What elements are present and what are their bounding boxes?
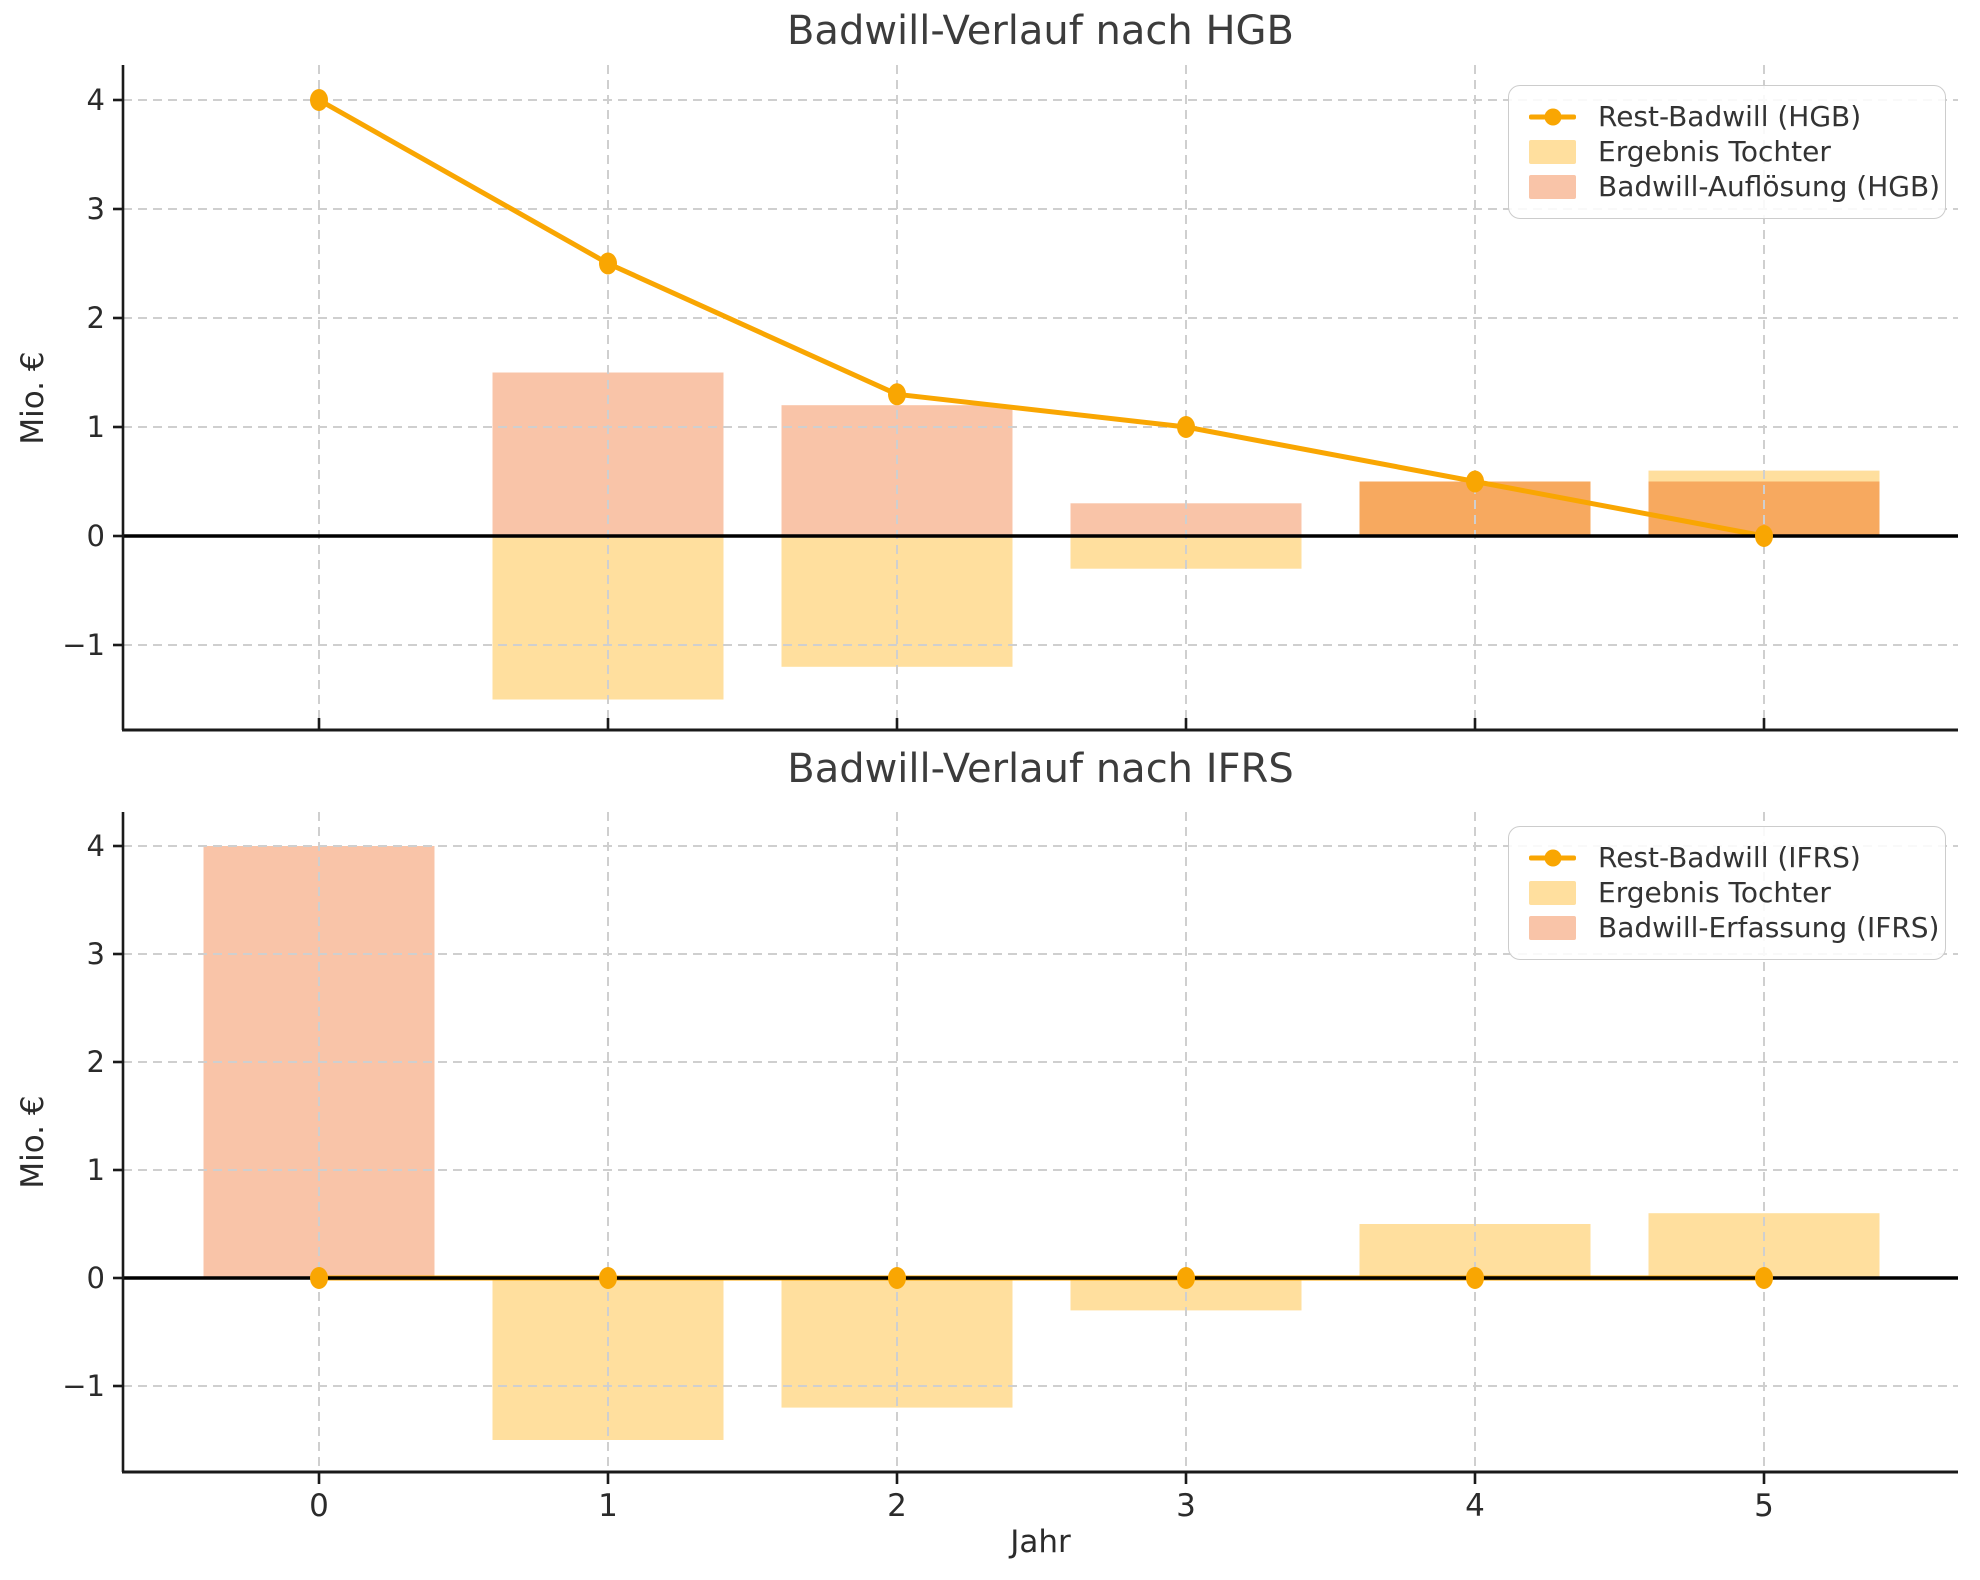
- line-marker-swatch: [1529, 104, 1576, 130]
- data-point-marker: [1755, 1267, 1773, 1289]
- x-tick-label: 2: [887, 1488, 907, 1524]
- y-tick-label: 3: [87, 937, 105, 971]
- data-line-Rest-Badwill (HGB): [316, 97, 1767, 539]
- chart-title-ifrs: Badwill-Verlauf nach IFRS: [787, 746, 1294, 792]
- y-tick-label: 0: [87, 519, 105, 553]
- legend-patch-icon: [1529, 140, 1576, 164]
- y-tick-label: 1: [87, 1153, 105, 1187]
- legend-entry-badwill-erfassung: Badwill-Erfassung (IFRS): [1529, 911, 1939, 945]
- legend-entry-rest-badwill-hgb: Rest-Badwill (HGB): [1529, 100, 1925, 134]
- x-tick-label: 5: [1754, 1488, 1774, 1524]
- x-tick-label: 3: [1176, 1488, 1196, 1524]
- legend-dot-icon: [1544, 849, 1561, 867]
- y-tick-label: −1: [62, 628, 105, 662]
- bar-Ergebnis Tochter: [781, 536, 1013, 667]
- legend-entry-ergebnis-tochter: Ergebnis Tochter: [1529, 876, 1925, 910]
- x-tick-label: 1: [598, 1488, 618, 1524]
- data-point-marker: [888, 1267, 906, 1289]
- data-point-marker: [1177, 1267, 1195, 1289]
- x-tick-label: 4: [1465, 1488, 1485, 1524]
- legend-label: Rest-Badwill (HGB): [1598, 100, 1862, 133]
- chart-title-hgb: Badwill-Verlauf nach HGB: [786, 8, 1294, 54]
- data-point-marker: [310, 1267, 328, 1289]
- data-point-marker: [1466, 1267, 1484, 1289]
- legend-patch-icon: [1529, 175, 1576, 199]
- data-point-marker: [599, 252, 617, 275]
- x-tick-label: 0: [309, 1488, 329, 1524]
- y-axis-label-ifrs: Mio. €: [15, 1095, 51, 1189]
- y-tick-label: 4: [87, 829, 105, 863]
- x-axis-label: Jahr: [1010, 1524, 1071, 1560]
- data-point-marker: [888, 383, 906, 406]
- legend-patch-icon: [1529, 881, 1576, 905]
- y-tick-label: 0: [87, 1261, 105, 1295]
- legend-hgb: Rest-Badwill (HGB) Ergebnis Tochter Badw…: [1508, 85, 1946, 219]
- line-marker-swatch: [1529, 845, 1576, 871]
- y-tick-label: 2: [87, 1045, 105, 1079]
- y-tick-label: 2: [87, 301, 105, 335]
- legend-label: Ergebnis Tochter: [1598, 135, 1831, 168]
- y-tick-label: 1: [87, 410, 105, 444]
- y-tick-label: 4: [87, 83, 105, 117]
- legend-patch-icon: [1529, 916, 1576, 940]
- legend-entry-ergebnis-tochter: Ergebnis Tochter: [1529, 135, 1925, 169]
- legend-label: Badwill-Erfassung (IFRS): [1598, 911, 1940, 944]
- y-tick-label: −1: [62, 1369, 105, 1403]
- data-point-marker: [1755, 525, 1773, 547]
- legend-ifrs: Rest-Badwill (IFRS) Ergebnis Tochter Bad…: [1508, 826, 1946, 960]
- data-point-marker: [1466, 470, 1484, 493]
- legend-entry-badwill-aufloesung: Badwill-Auflösung (HGB): [1529, 170, 1940, 204]
- y-tick-label: 3: [87, 192, 105, 226]
- legend-dot-icon: [1544, 108, 1561, 126]
- data-point-marker: [599, 1267, 617, 1289]
- legend-entry-rest-badwill-ifrs: Rest-Badwill (IFRS): [1529, 841, 1925, 875]
- legend-label: Rest-Badwill (IFRS): [1598, 841, 1861, 874]
- data-point-marker: [310, 89, 328, 111]
- legend-label: Badwill-Auflösung (HGB): [1598, 170, 1941, 203]
- y-axis-label-hgb: Mio. €: [15, 351, 51, 445]
- legend-label: Ergebnis Tochter: [1598, 876, 1831, 909]
- data-point-marker: [1177, 416, 1195, 438]
